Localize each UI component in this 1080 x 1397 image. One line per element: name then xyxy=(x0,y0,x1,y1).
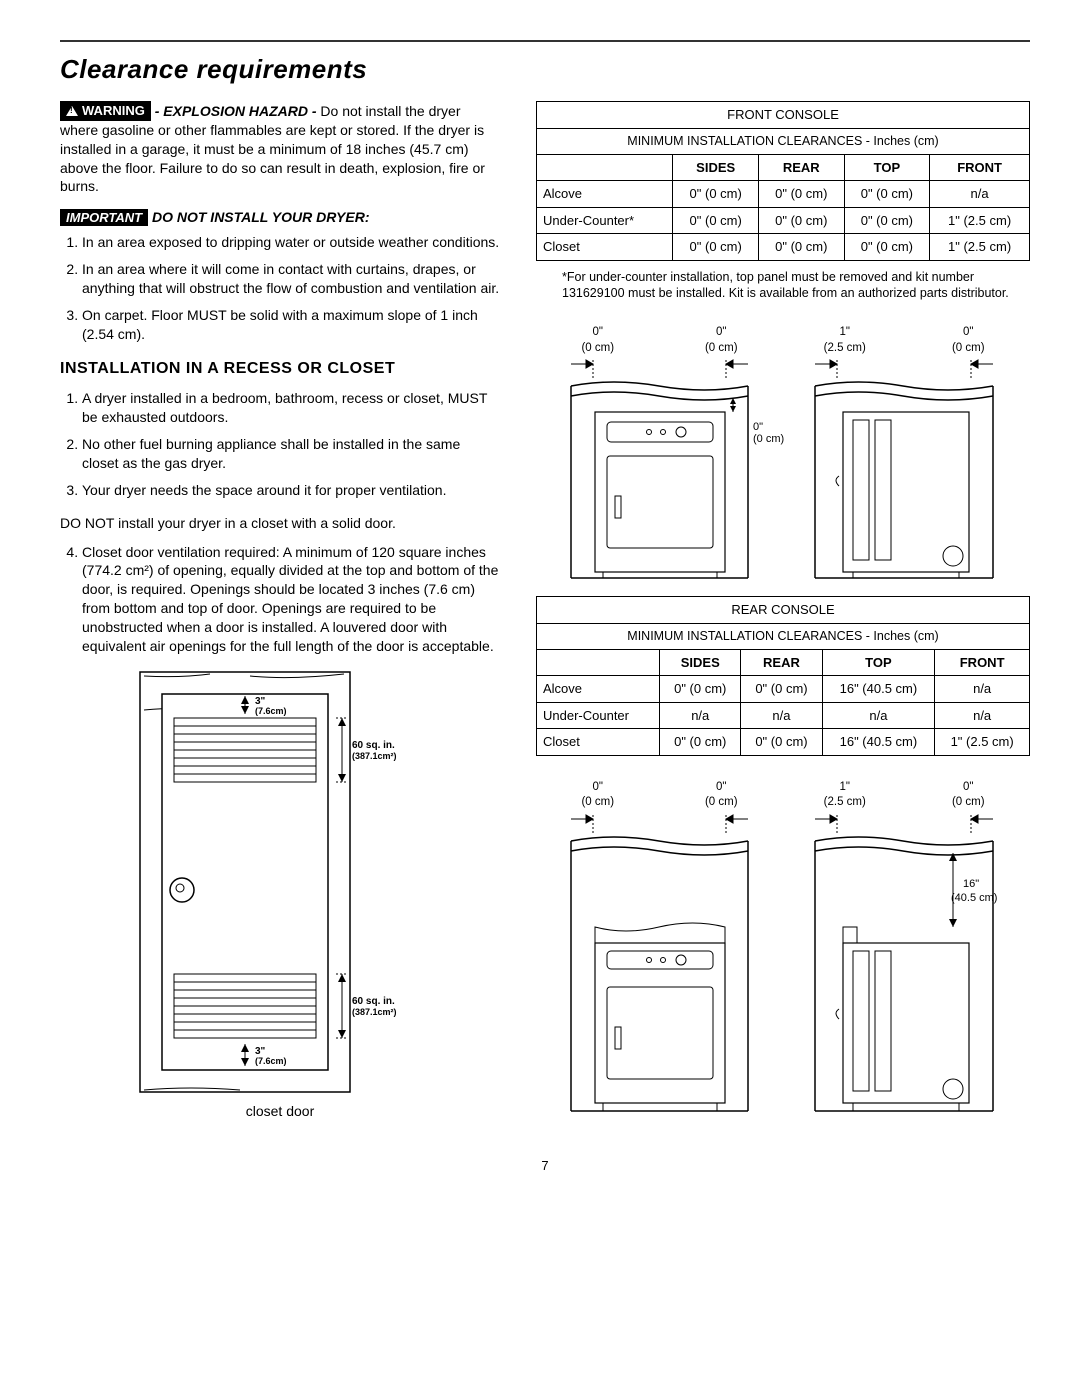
rear-console-table: REAR CONSOLE MINIMUM INSTALLATION CLEARA… xyxy=(536,596,1030,756)
col-head: FRONT xyxy=(935,649,1030,676)
important-line: IMPORTANT DO NOT INSTALL YOUR DRYER: xyxy=(60,208,500,227)
right-column: FRONT CONSOLE MINIMUM INSTALLATION CLEAR… xyxy=(536,101,1030,1131)
closet-door-diagram: 3" (7.6cm) 60 sq. in. (387.1cm²) xyxy=(120,670,440,1121)
col-head: SIDES xyxy=(660,649,741,676)
warning-badge: WARNING xyxy=(60,101,151,121)
table-row: Closet 0" (0 cm) 0" (0 cm) 16" (40.5 cm)… xyxy=(537,729,1030,756)
col-head: REAR xyxy=(741,649,822,676)
warning-paragraph: WARNING - EXPLOSION HAZARD - Do not inst… xyxy=(60,101,500,196)
svg-text:0": 0" xyxy=(753,421,763,433)
col-head: TOP xyxy=(822,649,935,676)
col-head: FRONT xyxy=(930,154,1030,181)
important-item: In an area where it will come in contact… xyxy=(82,260,500,298)
recess-item: A dryer installed in a bedroom, bathroom… xyxy=(82,389,500,427)
rear-table-subtitle: MINIMUM INSTALLATION CLEARANCES - Inches… xyxy=(537,623,1030,649)
front-table-footnote: *For under-counter installation, top pan… xyxy=(562,269,1030,302)
rear-console-diagrams: 0"(0 cm) 0"(0 cm) 1"(2.5 cm) 0"(0 cm) xyxy=(536,780,1030,1121)
important-item: On carpet. Floor MUST be solid with a ma… xyxy=(82,306,500,344)
table-row: Closet 0" (0 cm) 0" (0 cm) 0" (0 cm) 1" … xyxy=(537,234,1030,261)
svg-text:60 sq. in.: 60 sq. in. xyxy=(352,996,395,1007)
col-head: TOP xyxy=(844,154,930,181)
front-console-table: FRONT CONSOLE MINIMUM INSTALLATION CLEAR… xyxy=(536,101,1030,261)
rear-table-title: REAR CONSOLE xyxy=(537,597,1030,624)
important-list: In an area exposed to dripping water or … xyxy=(60,233,500,343)
svg-text:(387.1cm²): (387.1cm²) xyxy=(352,751,397,761)
table-row: Alcove 0" (0 cm) 0" (0 cm) 0" (0 cm) n/a xyxy=(537,181,1030,208)
svg-text:(7.6cm): (7.6cm) xyxy=(255,706,287,716)
front-table-title: FRONT CONSOLE xyxy=(537,102,1030,129)
svg-text:(40.5 cm): (40.5 cm) xyxy=(951,892,997,904)
closet-caption: closet door xyxy=(120,1102,440,1121)
page-title: Clearance requirements xyxy=(60,52,1030,87)
front-table-subtitle: MINIMUM INSTALLATION CLEARANCES - Inches… xyxy=(537,128,1030,154)
svg-text:16": 16" xyxy=(963,878,979,890)
important-heading: DO NOT INSTALL YOUR DRYER: xyxy=(148,209,369,225)
svg-text:60 sq. in.: 60 sq. in. xyxy=(352,740,395,751)
recess-list: A dryer installed in a bedroom, bathroom… xyxy=(60,389,500,499)
page-number: 7 xyxy=(60,1157,1030,1175)
top-rule xyxy=(60,40,1030,42)
recess-item: Your dryer needs the space around it for… xyxy=(82,481,500,500)
important-item: In an area exposed to dripping water or … xyxy=(82,233,500,252)
svg-text:(0 cm): (0 cm) xyxy=(753,433,784,445)
left-column: WARNING - EXPLOSION HAZARD - Do not inst… xyxy=(60,101,500,1131)
recess-heading: INSTALLATION IN A RECESS OR CLOSET xyxy=(60,358,500,380)
table-row: Alcove 0" (0 cm) 0" (0 cm) 16" (40.5 cm)… xyxy=(537,676,1030,703)
recess-donot: DO NOT install your dryer in a closet wi… xyxy=(60,514,500,533)
table-row: Under-Counter* 0" (0 cm) 0" (0 cm) 0" (0… xyxy=(537,207,1030,234)
col-head: SIDES xyxy=(673,154,759,181)
svg-text:(7.6cm): (7.6cm) xyxy=(255,1056,287,1066)
recess-item-4: Closet door ventilation required: A mini… xyxy=(82,543,500,656)
important-badge: IMPORTANT xyxy=(60,209,148,226)
recess-list-cont: Closet door ventilation required: A mini… xyxy=(60,543,500,656)
warning-badge-text: WARNING xyxy=(82,102,145,120)
front-console-diagrams: 0"(0 cm) 0"(0 cm) 1"(2.5 cm) 0"(0 cm) xyxy=(536,325,1030,586)
warning-triangle-icon xyxy=(66,106,78,116)
col-head: REAR xyxy=(758,154,844,181)
warning-hazard: - EXPLOSION HAZARD - xyxy=(151,103,321,119)
recess-item: No other fuel burning appliance shall be… xyxy=(82,435,500,473)
svg-text:(387.1cm²): (387.1cm²) xyxy=(352,1007,397,1017)
table-row: Under-Counter n/a n/a n/a n/a xyxy=(537,702,1030,729)
